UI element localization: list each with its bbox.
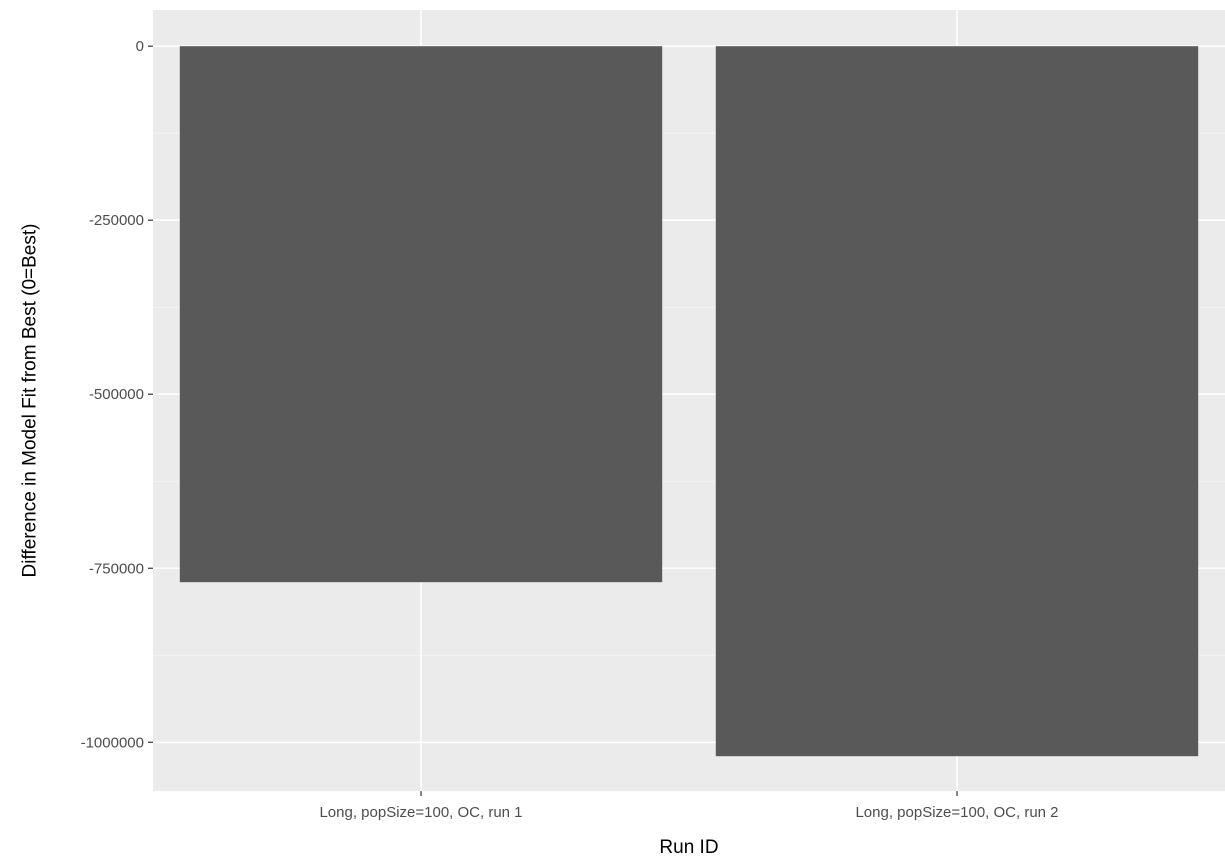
y-axis-title: Difference in Model Fit from Best (0=Bes… — [20, 224, 41, 578]
y-axis: 0 -250000 -500000 -750000 -1000000 — [81, 38, 153, 751]
y-tick-label: -500000 — [89, 386, 144, 403]
bar — [179, 46, 663, 583]
y-tick-label: -750000 — [89, 560, 144, 577]
bar — [715, 46, 1199, 757]
y-tick-label: -1000000 — [81, 734, 144, 751]
x-axis-title: Run ID — [659, 837, 718, 858]
bars — [179, 46, 1199, 757]
y-tick-label: 0 — [136, 38, 144, 55]
y-tick-label: -250000 — [89, 212, 144, 229]
x-tick-label: Long, popSize=100, OC, run 2 — [855, 804, 1058, 821]
x-axis: Long, popSize=100, OC, run 1 Long, popSiz… — [319, 791, 1059, 821]
x-tick-label: Long, popSize=100, OC, run 1 — [319, 804, 522, 821]
